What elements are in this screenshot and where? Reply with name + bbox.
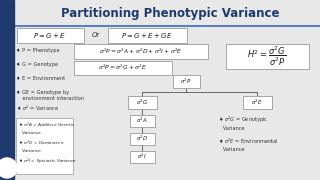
FancyBboxPatch shape [243,96,271,109]
Text: $\sigma^2A$: $\sigma^2A$ [136,116,148,125]
Text: ♦ $\sigma^2A$ = Additive Genetic
   Variance: ♦ $\sigma^2A$ = Additive Genetic Varianc… [18,121,76,135]
Text: $\sigma^2P$: $\sigma^2P$ [180,76,192,86]
Text: ♦ P = Phenotype: ♦ P = Phenotype [16,48,60,53]
Text: ♦ $\sigma^2D$ = Dominance
   Variance: ♦ $\sigma^2D$ = Dominance Variance [18,139,65,153]
Text: ♦ GE = Genotype by
    environment interaction: ♦ GE = Genotype by environment interacti… [16,90,84,101]
FancyBboxPatch shape [172,75,199,87]
Text: $\sigma^2P = \sigma^2G + \sigma^2E$: $\sigma^2P = \sigma^2G + \sigma^2E$ [98,63,147,72]
Text: $\sigma^2I$: $\sigma^2I$ [137,152,147,161]
Text: Or: Or [92,32,100,38]
Text: $\sigma^2G$: $\sigma^2G$ [136,97,148,107]
Text: ♦ $\sigma^2E$ = Environmental
   Variance: ♦ $\sigma^2E$ = Environmental Variance [218,137,278,152]
Text: ♦ $\sigma^2G$ = Genotypic
   Variance: ♦ $\sigma^2G$ = Genotypic Variance [218,115,268,131]
FancyBboxPatch shape [17,28,84,42]
FancyBboxPatch shape [108,28,187,42]
FancyBboxPatch shape [226,44,308,69]
Bar [0,0,14,180]
Circle shape [0,158,17,178]
Text: $\sigma^2E$: $\sigma^2E$ [251,97,263,107]
Text: $P = G + E + GE$: $P = G + E + GE$ [121,30,173,39]
Text: ♦ $\sigma^2I$ = Epistatic Variance: ♦ $\sigma^2I$ = Epistatic Variance [18,157,77,167]
Text: ♦ G = Genotype: ♦ G = Genotype [16,62,58,67]
Text: $\sigma^2D$: $\sigma^2D$ [136,134,148,143]
FancyBboxPatch shape [74,60,172,75]
Text: Partitioning Phenotypic Variance: Partitioning Phenotypic Variance [61,6,279,19]
FancyBboxPatch shape [130,132,155,145]
Text: ♦ E = Environment: ♦ E = Environment [16,76,65,81]
FancyBboxPatch shape [130,150,155,163]
Text: ♦ $\sigma^2$ = Variance: ♦ $\sigma^2$ = Variance [16,104,59,113]
Text: $H^2 = \dfrac{\sigma^2G}{\sigma^2P}$: $H^2 = \dfrac{\sigma^2G}{\sigma^2P}$ [247,44,287,68]
FancyBboxPatch shape [130,114,155,127]
FancyBboxPatch shape [74,44,207,59]
FancyBboxPatch shape [127,96,156,109]
FancyBboxPatch shape [15,118,73,174]
Text: $P = G + E$: $P = G + E$ [33,30,67,39]
Text: $\sigma^2P = \sigma^2A + \sigma^2D + \sigma^2I + \sigma^2E$: $\sigma^2P = \sigma^2A + \sigma^2D + \si… [99,46,182,56]
